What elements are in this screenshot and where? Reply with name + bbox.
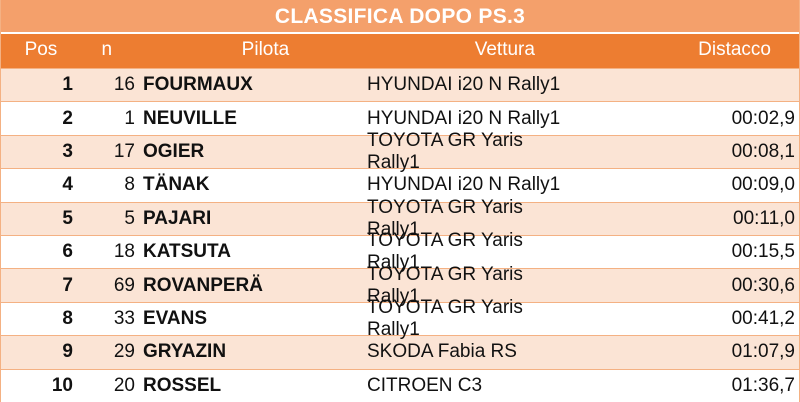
cell-vettura: SKODA Fabia RS (367, 341, 517, 363)
cell-pilota: OGIER (143, 140, 205, 162)
cell-distacco: 00:11,0 (733, 207, 795, 229)
table-row: 3 17 OGIER TOYOTA GR Yaris Rally1 00:08,1 (1, 130, 799, 173)
cell-n: 1 (124, 107, 135, 129)
cell-distacco: 01:07,9 (731, 341, 795, 363)
cell-vettura: TOYOTA GR Yaris Rally1 (367, 230, 523, 274)
cell-vettura: TOYOTA GR Yaris Rally1 (367, 129, 523, 173)
cell-pilota: GRYAZIN (143, 341, 227, 363)
table-row: 6 18 KATSUTA TOYOTA GR Yaris Rally1 00:15,5 (1, 230, 799, 273)
cell-vettura: CITROEN C3 (367, 374, 483, 396)
cell-pos: 3 (62, 140, 73, 162)
table-row: 7 69 ROVANPERÄ TOYOTA GR Yaris Rally1 00:30,… (1, 264, 799, 307)
cell-pilota: EVANS (143, 307, 208, 329)
cell-pos: 10 (51, 374, 73, 396)
cell-n: 20 (113, 374, 135, 396)
cell-distacco: 00:30,6 (731, 274, 795, 296)
cell-n: 16 (113, 74, 135, 96)
header-n: n (101, 39, 113, 60)
cell-pos: 9 (62, 341, 73, 363)
cell-n: 18 (113, 241, 135, 263)
cell-pilota: ROSSEL (143, 374, 222, 396)
table-row: 10 20 ROSSEL CITROEN C3 01:36,7 (1, 368, 799, 402)
cell-n: 69 (113, 274, 135, 296)
cell-n: 5 (124, 207, 135, 229)
table-row: 2 1 NEUVILLE HYUNDAI i20 N Rally1 00:02,9 (1, 101, 799, 135)
cell-n: 29 (113, 341, 135, 363)
cell-vettura: TOYOTA GR Yaris Rally1 (367, 296, 523, 340)
table-row: 4 8 TÄNAK HYUNDAI i20 N Rally1 00:09,0 (1, 168, 799, 202)
cell-pilota: FOURMAUX (143, 74, 253, 96)
cell-distacco: 01:36,7 (731, 374, 795, 396)
cell-distacco: 00:15,5 (731, 241, 795, 263)
table-header: Pos n Pilota Vettura Distacco (1, 34, 799, 68)
cell-distacco: 00:41,2 (731, 307, 795, 329)
header-pos: Pos (24, 39, 58, 60)
table-row: 8 33 EVANS TOYOTA GR Yaris Rally1 00:41,2 (1, 297, 799, 340)
cell-pilota: NEUVILLE (143, 107, 237, 129)
table-row: 5 5 PAJARI TOYOTA GR Yaris Rally1 00:11,0 (1, 197, 799, 240)
header-distacco: Distacco (698, 39, 771, 60)
cell-pos: 7 (62, 274, 73, 296)
cell-n: 17 (113, 140, 135, 162)
cell-distacco: 00:09,0 (731, 174, 795, 196)
cell-vettura: HYUNDAI i20 N Rally1 (367, 74, 561, 96)
cell-pos: 6 (62, 241, 73, 263)
table-body: 1 16 FOURMAUX HYUNDAI i20 N Rally1 2 1 NEUVILL… (1, 68, 799, 402)
header-vettura: Vettura (474, 39, 535, 60)
table-title: CLASSIFICA DOPO PS.3 (1, 0, 799, 34)
cell-pilota: TÄNAK (143, 174, 210, 196)
cell-vettura: TOYOTA GR Yaris Rally1 (367, 263, 523, 307)
cell-pos: 5 (62, 207, 73, 229)
cell-n: 33 (113, 307, 135, 329)
table-row: 9 29 GRYAZIN SKODA Fabia RS 01:07,9 (1, 335, 799, 369)
cell-pilota: PAJARI (143, 207, 212, 229)
table-row: 1 16 FOURMAUX HYUNDAI i20 N Rally1 (1, 68, 799, 102)
cell-distacco: 00:02,9 (731, 107, 795, 129)
cell-pos: 2 (62, 107, 73, 129)
cell-vettura: HYUNDAI i20 N Rally1 (367, 107, 561, 129)
cell-pilota: KATSUTA (143, 241, 231, 263)
cell-pilota: ROVANPERÄ (143, 274, 263, 296)
cell-vettura: TOYOTA GR Yaris Rally1 (367, 196, 523, 240)
header-pilota: Pilota (241, 39, 290, 60)
cell-n: 8 (124, 174, 135, 196)
cell-pos: 8 (62, 307, 73, 329)
cell-pos: 4 (62, 174, 73, 196)
cell-pos: 1 (62, 74, 73, 96)
cell-vettura: HYUNDAI i20 N Rally1 (367, 174, 561, 196)
cell-distacco: 00:08,1 (731, 140, 795, 162)
